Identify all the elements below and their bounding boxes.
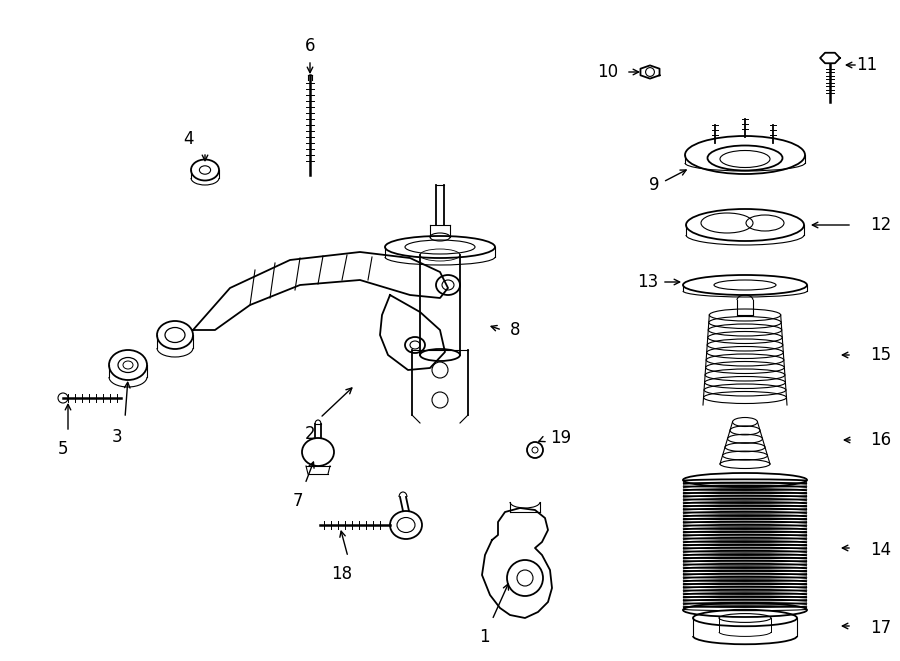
Text: 18: 18: [331, 565, 353, 583]
Text: 14: 14: [870, 541, 891, 559]
Text: 2: 2: [305, 425, 315, 443]
Text: 5: 5: [58, 440, 68, 458]
Text: 7: 7: [292, 492, 303, 510]
Text: 4: 4: [183, 130, 194, 148]
Text: 11: 11: [856, 56, 878, 74]
Text: 17: 17: [870, 619, 891, 637]
Text: 15: 15: [870, 346, 891, 364]
Text: 10: 10: [597, 63, 618, 81]
Text: 8: 8: [510, 321, 520, 339]
Text: 13: 13: [637, 273, 658, 291]
Text: 16: 16: [870, 431, 891, 449]
Text: 3: 3: [112, 428, 122, 446]
Text: 6: 6: [305, 37, 315, 55]
Text: 1: 1: [479, 628, 490, 646]
Text: 19: 19: [550, 429, 572, 447]
Text: 9: 9: [650, 176, 660, 194]
Text: 12: 12: [870, 216, 891, 234]
